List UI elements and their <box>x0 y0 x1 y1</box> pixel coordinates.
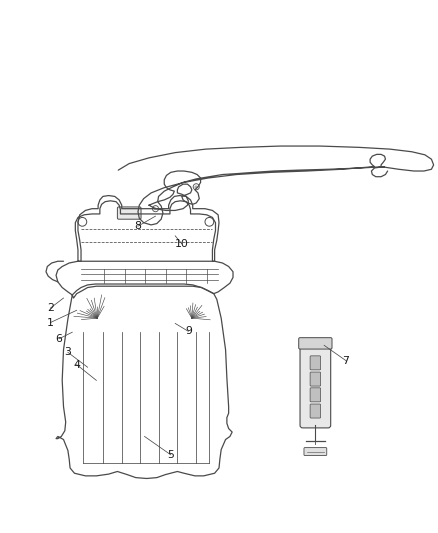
FancyBboxPatch shape <box>310 356 321 370</box>
FancyBboxPatch shape <box>310 388 321 402</box>
FancyBboxPatch shape <box>304 448 327 456</box>
Text: 9: 9 <box>185 326 192 336</box>
Text: 8: 8 <box>134 221 141 231</box>
Text: 3: 3 <box>64 348 71 357</box>
Text: 4: 4 <box>73 360 80 369</box>
Text: 2: 2 <box>47 303 54 313</box>
Text: 6: 6 <box>56 334 63 344</box>
FancyBboxPatch shape <box>117 207 141 219</box>
FancyBboxPatch shape <box>310 372 321 386</box>
FancyBboxPatch shape <box>300 346 331 428</box>
FancyBboxPatch shape <box>310 404 321 418</box>
Text: 10: 10 <box>175 239 189 249</box>
FancyBboxPatch shape <box>299 338 332 349</box>
Text: 5: 5 <box>167 450 174 460</box>
Text: 1: 1 <box>47 318 54 328</box>
Text: 7: 7 <box>343 356 350 366</box>
